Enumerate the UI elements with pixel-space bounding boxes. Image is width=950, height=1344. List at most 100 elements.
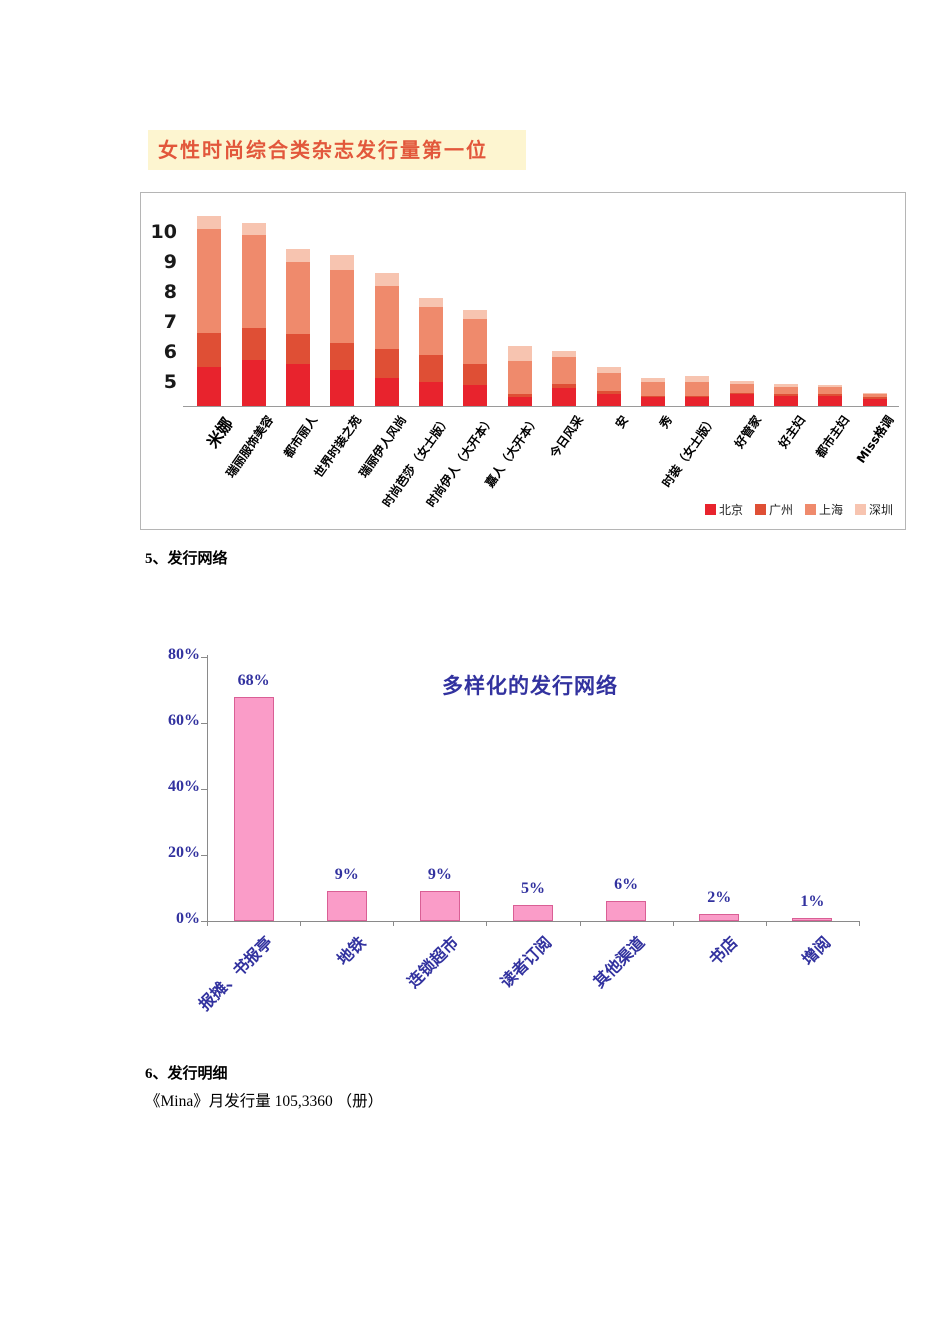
legend-swatch <box>804 504 816 515</box>
bar-segment-深圳 <box>241 223 266 235</box>
bar-segment-北京 <box>685 397 710 406</box>
bar-segment-深圳 <box>507 346 532 361</box>
x-axis-category-label: 好主妇 <box>776 413 809 451</box>
bar-segment-广州 <box>596 391 621 394</box>
x-axis-category-label: 米娜 <box>203 414 238 452</box>
bar-segment-广州 <box>729 392 754 394</box>
bar-segment-北京 <box>596 394 621 406</box>
bar-value-label: 5% <box>521 879 545 897</box>
x-axis-tick-mark <box>579 921 581 926</box>
bar-segment-深圳 <box>330 254 355 270</box>
bar <box>513 904 553 921</box>
bar-segment-上海 <box>374 286 399 349</box>
bar-segment-北京 <box>330 370 355 406</box>
legend-swatch <box>854 504 866 515</box>
bar-segment-深圳 <box>197 215 222 229</box>
y-axis-tick-label: 7 <box>163 311 177 333</box>
x-axis-category-label: 都市丽人 <box>281 413 321 461</box>
bar-segment-广州 <box>552 383 577 388</box>
bar-segment-北京 <box>729 394 754 406</box>
bar-segment-北京 <box>640 397 665 406</box>
x-axis-category-label: 报摊、书报亭 <box>195 934 276 1015</box>
bar-segment-深圳 <box>818 385 843 387</box>
bar-segment-上海 <box>507 361 532 394</box>
bar-segment-深圳 <box>463 310 488 319</box>
y-axis-tick-label: 40% <box>168 778 200 795</box>
bar-segment-广州 <box>374 349 399 378</box>
bar-segment-广州 <box>463 364 488 385</box>
bar-segment-上海 <box>241 235 266 328</box>
bar-segment-深圳 <box>419 298 444 307</box>
bar-segment-广州 <box>818 394 843 396</box>
legend-item-上海: 上海 <box>804 501 843 518</box>
bar-segment-北京 <box>507 397 532 406</box>
x-axis-category-label: 好管家 <box>731 413 764 451</box>
x-axis-tick-mark <box>765 921 767 926</box>
x-axis-category-label: 读者订阅 <box>497 934 556 992</box>
x-axis-category-label: 安 <box>612 413 631 432</box>
bar-segment-上海 <box>729 383 754 393</box>
bar-segment-广州 <box>419 355 444 382</box>
bar-segment-广州 <box>774 394 799 396</box>
bar-value-label: 9% <box>334 866 359 884</box>
bar <box>233 696 274 921</box>
y-axis-line <box>207 655 208 922</box>
bar-value-label: 1% <box>800 892 825 910</box>
x-axis-category-label: 地铁 <box>334 934 369 969</box>
bar-segment-深圳 <box>862 392 887 394</box>
bar-segment-上海 <box>862 394 887 397</box>
bar-segment-北京 <box>285 364 310 406</box>
chart2-title: 多样化的发行网络 <box>442 674 618 698</box>
legend-label: 深圳 <box>868 503 893 517</box>
y-axis-tick-mark <box>201 921 207 922</box>
section-5-heading: 5、发行网络 <box>145 551 228 567</box>
x-axis-line <box>207 921 859 922</box>
y-axis-tick-label: 9 <box>163 251 177 273</box>
x-axis-tick-mark <box>207 921 208 926</box>
y-axis-tick-label: 80% <box>168 646 200 663</box>
bar-segment-深圳 <box>774 383 799 387</box>
bar-segment-北京 <box>774 395 799 406</box>
legend-item-广州: 广州 <box>754 501 793 518</box>
bar-segment-广州 <box>640 395 665 397</box>
bar-segment-深圳 <box>729 380 754 384</box>
bar-segment-北京 <box>419 382 444 406</box>
bar-segment-深圳 <box>596 367 621 373</box>
x-axis-category-label: 连锁超市 <box>404 934 463 992</box>
bar-segment-北京 <box>197 367 222 406</box>
y-axis-tick-mark <box>201 723 207 724</box>
y-axis-tick-label: 20% <box>168 844 200 861</box>
bar-segment-广州 <box>285 334 310 364</box>
bar-segment-深圳 <box>685 376 710 382</box>
bar-segment-北京 <box>552 388 577 406</box>
bar <box>419 891 460 921</box>
bar-segment-广州 <box>507 394 532 397</box>
bar-segment-上海 <box>330 269 355 343</box>
bar-segment-北京 <box>862 398 887 406</box>
bar-segment-上海 <box>818 386 843 394</box>
bar-segment-广州 <box>197 332 222 367</box>
legend: 北京 广州 上海 深圳 <box>704 501 893 518</box>
mina-circulation-line: 《Mina》月发行量 105,3360 （册） <box>145 1093 384 1110</box>
x-axis-category-label: 今日风采 <box>547 413 587 461</box>
x-axis-category-label: 增阅 <box>800 934 835 969</box>
legend-label: 北京 <box>718 503 743 517</box>
x-axis-tick-mark <box>859 921 860 926</box>
bar <box>699 914 740 921</box>
bar-segment-北京 <box>374 377 399 406</box>
bar-segment-上海 <box>640 382 665 396</box>
x-axis-category-label: 其他渠道 <box>591 934 649 992</box>
bar-segment-深圳 <box>640 377 665 382</box>
bar-value-label: 9% <box>427 866 452 884</box>
bar <box>606 901 647 921</box>
bar-segment-上海 <box>285 262 310 334</box>
bar-segment-广州 <box>241 328 266 360</box>
y-axis-tick-label: 10 <box>150 221 177 243</box>
y-axis-tick-mark <box>201 855 207 856</box>
section-6-heading: 6、发行明细 <box>145 1066 228 1082</box>
legend-swatch <box>704 504 716 515</box>
legend-label: 广州 <box>768 503 793 517</box>
x-axis-tick-mark <box>486 921 488 926</box>
bar-segment-深圳 <box>285 248 310 262</box>
